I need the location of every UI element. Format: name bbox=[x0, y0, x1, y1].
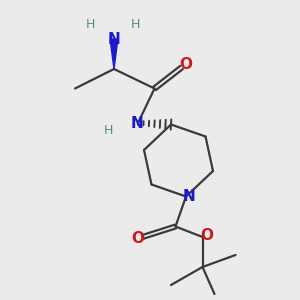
Text: N: N bbox=[183, 189, 195, 204]
Text: N: N bbox=[108, 32, 120, 46]
Text: O: O bbox=[131, 231, 145, 246]
Text: H: H bbox=[85, 17, 95, 31]
Text: H: H bbox=[103, 124, 113, 137]
Text: H: H bbox=[130, 17, 140, 31]
Polygon shape bbox=[110, 39, 118, 69]
Text: O: O bbox=[200, 228, 214, 243]
Text: O: O bbox=[179, 57, 193, 72]
Text: N: N bbox=[130, 116, 143, 130]
